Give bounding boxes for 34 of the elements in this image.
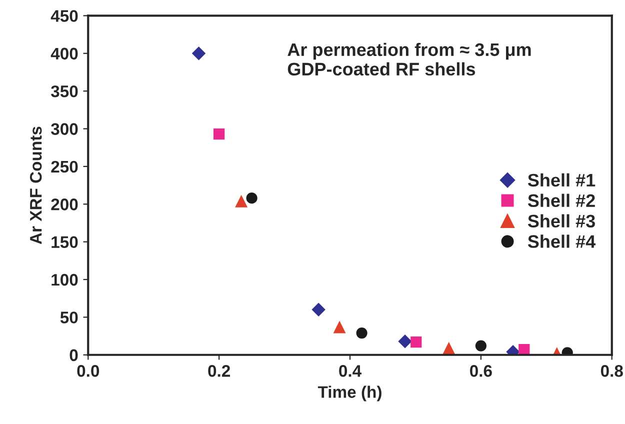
legend-label: Shell #1 xyxy=(528,173,596,187)
y-tick-label: 0 xyxy=(70,349,78,362)
point xyxy=(235,194,248,208)
y-axis-title: Ar XRF Counts xyxy=(30,126,42,244)
legend-label: Shell #2 xyxy=(528,194,595,208)
legend-label: Shell #3 xyxy=(528,214,595,228)
point xyxy=(475,340,486,352)
point xyxy=(518,344,530,355)
point xyxy=(356,327,368,339)
x-tick-label: 0.8 xyxy=(600,365,623,377)
point xyxy=(246,192,258,204)
y-tick-label: 350 xyxy=(50,85,78,98)
point xyxy=(192,46,206,60)
legend-label: Shell #4 xyxy=(528,234,596,248)
point xyxy=(333,320,346,334)
x-axis-title: Time (h) xyxy=(318,386,382,402)
point xyxy=(410,336,422,348)
x-tick-label: 0.6 xyxy=(470,365,492,377)
y-tick-label: 450 xyxy=(50,10,78,22)
point xyxy=(214,128,225,140)
y-tick-label: 50 xyxy=(60,312,78,324)
y-tick-label: 150 xyxy=(52,236,78,248)
annotation: Ar permeation from ≈ 3.5 μm GDP-coated RF shells xyxy=(288,42,531,76)
x-tick-label: 0.4 xyxy=(339,365,362,377)
point xyxy=(398,334,412,348)
y-tick-label: 100 xyxy=(52,274,78,286)
y-tick-label: 400 xyxy=(50,48,78,60)
y-tick-label: 250 xyxy=(51,160,78,173)
y-tick-label: 300 xyxy=(50,123,78,135)
point xyxy=(442,342,456,354)
point xyxy=(312,302,326,317)
x-tick-label: 0.0 xyxy=(77,365,100,377)
x-tick-label: 0.2 xyxy=(208,365,230,377)
y-tick-label: 200 xyxy=(51,198,78,210)
